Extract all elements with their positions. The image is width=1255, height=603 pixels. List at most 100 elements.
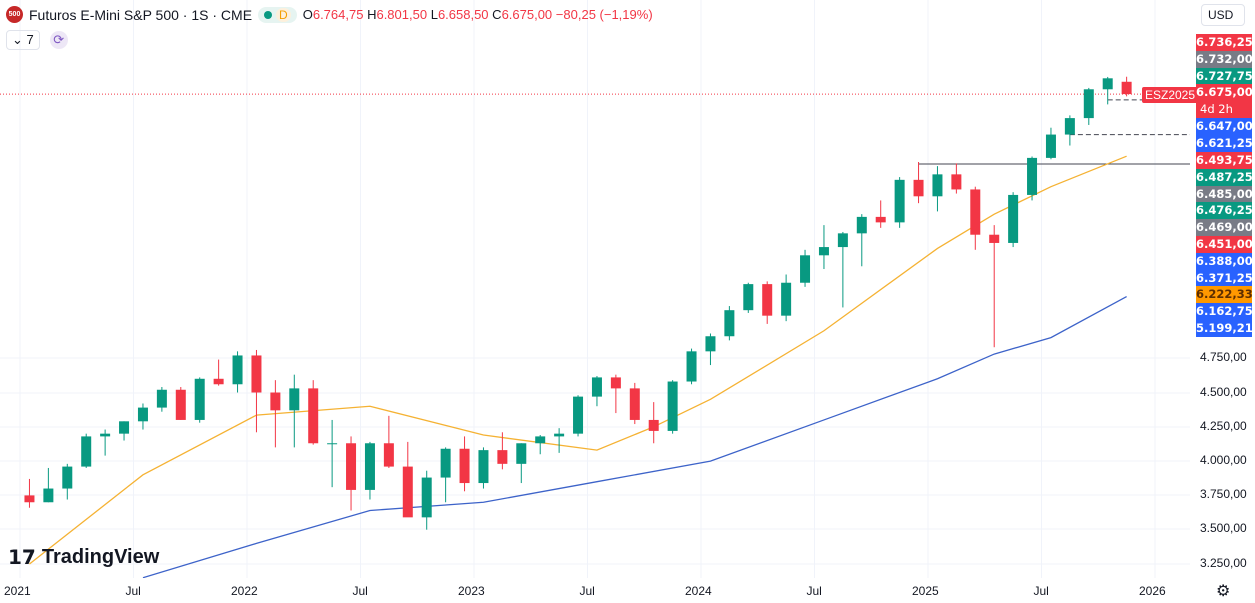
candle-body bbox=[554, 433, 565, 437]
tradingview-logo: 𝟭𝟳 TradingView bbox=[8, 546, 160, 569]
candle-body bbox=[289, 388, 300, 411]
x-tick-label: 2021 bbox=[4, 584, 31, 598]
price-badge: 6.162,75 bbox=[1196, 303, 1253, 320]
price-badge: 6.451,00 bbox=[1196, 235, 1253, 253]
moving-average-fast bbox=[29, 155, 1127, 565]
price-chart[interactable] bbox=[0, 0, 1190, 578]
price-badge: 6.493,75 bbox=[1196, 151, 1253, 169]
market-open-dot-icon bbox=[264, 10, 273, 19]
indicators-count: 7 bbox=[26, 32, 34, 47]
candle-body bbox=[232, 355, 243, 385]
y-tick-label: 3.750,00 bbox=[1200, 487, 1247, 501]
symbol-logo: 500 bbox=[6, 6, 23, 23]
candle-body bbox=[24, 495, 35, 503]
indicators-toggle[interactable]: ⌄ 7 bbox=[6, 30, 40, 50]
candle-body bbox=[1083, 89, 1094, 119]
candle-body bbox=[364, 443, 375, 490]
candle-body bbox=[591, 377, 602, 397]
candle-body bbox=[251, 355, 262, 393]
market-status[interactable]: D bbox=[258, 6, 297, 23]
candle-body bbox=[610, 377, 621, 389]
low-value: 6.658,50 bbox=[437, 7, 489, 22]
price-badge: 6.675,00 4d 2h bbox=[1196, 84, 1253, 119]
candle-body bbox=[137, 407, 148, 422]
sync-icon[interactable]: ⟳ bbox=[49, 31, 68, 49]
price-badge: 6.736,25 bbox=[1196, 34, 1253, 51]
price-badge: 6.621,25 bbox=[1196, 135, 1253, 152]
candle-body bbox=[62, 466, 73, 489]
y-tick-label: 4.000,00 bbox=[1200, 453, 1247, 467]
candle-body bbox=[1121, 81, 1132, 95]
candle-body bbox=[1008, 194, 1019, 243]
y-tick-label: 4.250,00 bbox=[1200, 419, 1247, 433]
moving-average-slow bbox=[142, 295, 1127, 578]
change-value: −80,25 (−1,19%) bbox=[555, 7, 653, 22]
candle-body bbox=[1064, 118, 1075, 135]
x-tick-label: 2025 bbox=[912, 584, 939, 598]
price-badge: 6.371,25 bbox=[1196, 269, 1253, 287]
price-badge: 6.727,75 bbox=[1196, 67, 1253, 85]
price-badge: 6.469,00 bbox=[1196, 219, 1253, 236]
countdown: 4d 2h bbox=[1200, 102, 1233, 117]
candle-body bbox=[818, 247, 829, 256]
open-value: 6.764,75 bbox=[312, 7, 364, 22]
y-tick-label: 3.500,00 bbox=[1200, 521, 1247, 535]
candle-body bbox=[81, 436, 92, 467]
candle-body bbox=[156, 389, 167, 408]
candle-body bbox=[800, 255, 811, 283]
candle-body bbox=[629, 388, 640, 420]
candle-body bbox=[1027, 157, 1038, 195]
candle-body bbox=[1045, 134, 1056, 158]
x-tick-label: Jul bbox=[1033, 584, 1049, 598]
candle-body bbox=[1102, 78, 1113, 90]
candle-body bbox=[989, 234, 1000, 243]
candle-body bbox=[308, 388, 319, 444]
symbol-legend: 500 Futuros E-Mini S&P 500 · 1S · CME D … bbox=[6, 6, 653, 23]
candle-body bbox=[497, 450, 508, 464]
price-badge: 6.222,33 bbox=[1196, 286, 1253, 304]
candle-body bbox=[270, 392, 281, 411]
candle-body bbox=[875, 216, 886, 223]
candle-body bbox=[440, 448, 451, 478]
x-tick-label: Jul bbox=[125, 584, 141, 598]
price-badge: 5.199,21 bbox=[1196, 319, 1253, 337]
close-value: 6.675,00 bbox=[501, 7, 553, 22]
x-tick-label: 2024 bbox=[685, 584, 712, 598]
price-badge: 6.485,00 bbox=[1196, 185, 1253, 203]
candle-body bbox=[573, 396, 584, 434]
candle-body bbox=[459, 448, 470, 484]
candle-body bbox=[932, 174, 943, 197]
candle-body bbox=[383, 443, 394, 467]
ohlc-values: O6.764,75 H6.801,50 L6.658,50 C6.675,00 … bbox=[302, 7, 653, 22]
candle-body bbox=[856, 216, 867, 234]
price-badge: 6.487,25 bbox=[1196, 168, 1253, 186]
candle-body bbox=[743, 284, 754, 311]
contract-badge: ESZ2025 bbox=[1142, 87, 1199, 103]
candle-body bbox=[762, 284, 773, 316]
candle-body bbox=[705, 336, 716, 352]
settings-icon[interactable]: ⚙ bbox=[1216, 583, 1231, 600]
x-tick-label: Jul bbox=[806, 584, 822, 598]
x-tick-label: Jul bbox=[352, 584, 368, 598]
candle-body bbox=[516, 443, 527, 464]
candle-body bbox=[667, 381, 678, 431]
candle-body bbox=[478, 450, 489, 484]
candle-body bbox=[421, 477, 432, 518]
x-tick-label: 2023 bbox=[458, 584, 485, 598]
y-tick-label: 3.250,00 bbox=[1200, 556, 1247, 570]
y-tick-label: 4.750,00 bbox=[1200, 350, 1247, 364]
tv-logo-icon: 𝟭𝟳 bbox=[8, 547, 36, 569]
price-badge: 6.388,00 bbox=[1196, 252, 1253, 270]
currency-select[interactable]: USD bbox=[1201, 4, 1245, 26]
x-tick-label: 2026 bbox=[1139, 584, 1166, 598]
x-tick-label: Jul bbox=[579, 584, 595, 598]
candle-body bbox=[213, 378, 224, 385]
price-badge: 6.732,00 bbox=[1196, 50, 1253, 68]
candle-body bbox=[535, 436, 546, 444]
candle-body bbox=[175, 389, 186, 420]
price-badge: 6.647,00 bbox=[1196, 118, 1253, 136]
symbol-title[interactable]: Futuros E-Mini S&P 500 · 1S · CME bbox=[29, 6, 253, 23]
price-badge: 6.476,25 bbox=[1196, 202, 1253, 220]
candle-body bbox=[119, 421, 130, 434]
candle-body bbox=[346, 443, 357, 490]
